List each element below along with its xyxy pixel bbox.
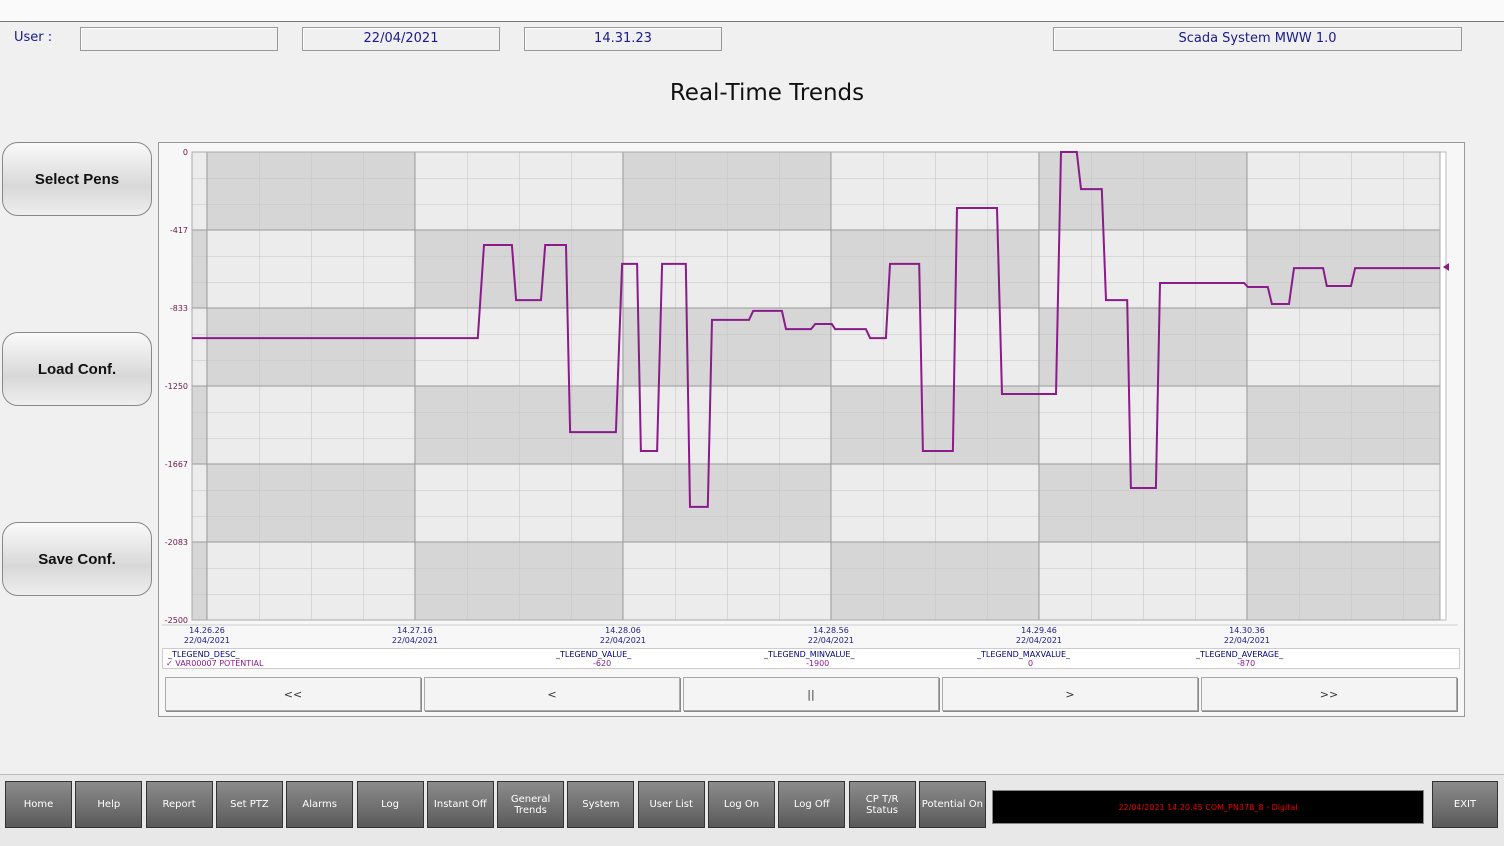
nav-button[interactable]: || bbox=[683, 677, 939, 711]
x-tick-date: 22/04/2021 bbox=[1224, 636, 1270, 645]
y-tick-label: -417 bbox=[170, 226, 188, 235]
trend-line bbox=[192, 151, 1440, 508]
menu-button[interactable]: Instant Off bbox=[426, 781, 494, 828]
legend-pen-name: VAR00007 POTENTIAL bbox=[175, 659, 264, 668]
plot-border bbox=[191, 151, 1441, 621]
x-tick-label: 14.28.56 bbox=[813, 626, 849, 635]
top-bar bbox=[0, 0, 1504, 22]
x-tick-label: 14.29.46 bbox=[1021, 626, 1057, 635]
menu-button[interactable]: Set PTZ bbox=[215, 781, 283, 828]
side-button[interactable]: Select Pens bbox=[2, 142, 152, 216]
legend-header: _TLEGEND_DESC_ bbox=[168, 650, 240, 659]
cursor-marker bbox=[1443, 263, 1449, 271]
x-tick-date: 22/04/2021 bbox=[184, 636, 230, 645]
x-tick-date: 22/04/2021 bbox=[392, 636, 438, 645]
side-button[interactable]: Save Conf. bbox=[2, 522, 152, 596]
menu-button[interactable]: User List bbox=[637, 781, 705, 828]
y-tick-label: -1250 bbox=[165, 382, 188, 391]
legend-pen: ✓ VAR00007 POTENTIAL bbox=[166, 659, 264, 668]
x-tick-date: 22/04/2021 bbox=[808, 636, 854, 645]
legend-header: _TLEGEND_MINVALUE_ bbox=[764, 650, 855, 659]
legend-average: -870 bbox=[1237, 659, 1256, 668]
menu-button[interactable]: Log On bbox=[708, 781, 775, 828]
alarm-banner: 22/04/2021 14.20.45 COM_PN37B_8 - Digita… bbox=[992, 790, 1424, 824]
x-tick-date: 22/04/2021 bbox=[1016, 636, 1062, 645]
time-field: 14.31.23 bbox=[524, 27, 722, 51]
legend-value: -620 bbox=[593, 659, 612, 668]
x-tick-date: 22/04/2021 bbox=[600, 636, 646, 645]
scrollbar bbox=[1439, 151, 1447, 621]
legend-header: _TLEGEND_VALUE_ bbox=[556, 650, 632, 659]
nav-button[interactable]: << bbox=[165, 677, 421, 711]
user-label: User : bbox=[14, 30, 53, 45]
legend-min: -1900 bbox=[806, 659, 830, 668]
exit-button[interactable]: EXIT bbox=[1432, 781, 1498, 828]
trend-chart: 0-417-833-1250-1667-2083-250014.26.2622/… bbox=[162, 148, 1458, 645]
y-tick-label: -2500 bbox=[165, 616, 188, 625]
menu-button[interactable]: Alarms bbox=[286, 781, 354, 828]
menu-button[interactable]: CP T/R Status bbox=[848, 781, 916, 828]
menu-button[interactable]: Help bbox=[75, 781, 143, 828]
y-tick-label: -833 bbox=[170, 304, 188, 313]
nav-button[interactable]: > bbox=[942, 677, 1198, 711]
legend-max: 0 bbox=[1028, 659, 1034, 668]
page-title: Real-Time Trends bbox=[669, 80, 865, 106]
menu-button[interactable]: Log bbox=[356, 781, 424, 828]
menu-button[interactable]: Report bbox=[145, 781, 213, 828]
menu-button[interactable]: General Trends bbox=[497, 781, 565, 828]
user-field bbox=[80, 27, 278, 51]
menu-button[interactable]: Potential On bbox=[918, 781, 986, 828]
x-tick-label: 14.30.36 bbox=[1229, 626, 1265, 635]
nav-button[interactable]: >> bbox=[1201, 677, 1457, 711]
y-tick-label: 0 bbox=[183, 148, 188, 157]
y-tick-label: -1667 bbox=[165, 460, 188, 469]
legend-header: _TLEGEND_MAXVALUE_ bbox=[977, 650, 1071, 659]
x-tick-label: 14.28.06 bbox=[605, 626, 641, 635]
menu-button[interactable]: Log Off bbox=[778, 781, 846, 828]
date-field: 22/04/2021 bbox=[302, 27, 500, 51]
system-field: Scada System MWW 1.0 bbox=[1053, 27, 1462, 51]
legend-header: _TLEGEND_AVERAGE_ bbox=[1196, 650, 1284, 659]
x-tick-label: 14.27.16 bbox=[397, 626, 433, 635]
side-button[interactable]: Load Conf. bbox=[2, 332, 152, 406]
nav-button[interactable]: < bbox=[424, 677, 680, 711]
menu-button[interactable]: Home bbox=[5, 781, 72, 828]
x-tick-label: 14.26.26 bbox=[189, 626, 225, 635]
menu-button[interactable]: System bbox=[567, 781, 635, 828]
y-tick-label: -2083 bbox=[165, 538, 188, 547]
legend-box: _TLEGEND_DESC_ ✓ VAR00007 POTENTIAL _TLE… bbox=[162, 648, 1460, 669]
